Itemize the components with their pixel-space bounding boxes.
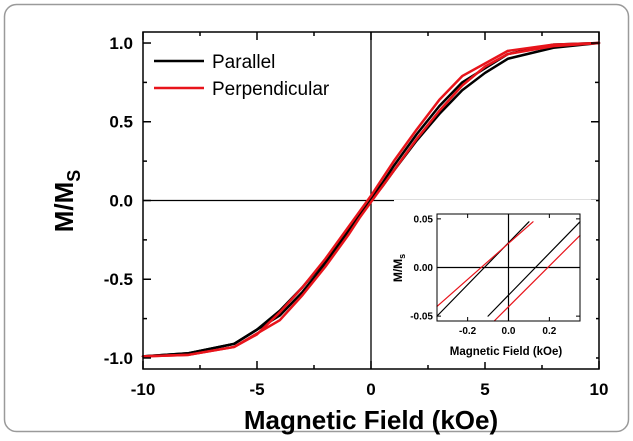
y-axis-title: M/MS [49, 170, 84, 233]
x-tick-label: 10 [590, 380, 609, 399]
inset-y-axis-title: M/Ms [391, 254, 407, 282]
series-perpendicular-ascending [141, 41, 601, 358]
x-tick-label: 0 [366, 380, 375, 399]
x-tick-label: -10 [131, 380, 156, 399]
inset-y-tick-label: -0.05 [410, 312, 433, 323]
inset-background [394, 200, 596, 362]
inset-x-tick-label: 0.2 [542, 326, 556, 337]
svg-text:M/MS: M/MS [49, 170, 84, 233]
inset-x-tick-label: 0.0 [502, 326, 516, 337]
y-tick-label: 0.0 [109, 191, 133, 210]
legend: Parallel Perpendicular [154, 52, 330, 100]
y-tick-label: 0.5 [109, 113, 133, 132]
y-tick-label: -1.0 [104, 349, 133, 368]
inset-series-perpendicular-ascending [493, 234, 581, 322]
svg-text:M/Ms: M/Ms [391, 254, 407, 282]
inset-plot: -0.2 0.0 0.2 -0.05 0.00 0.05 [410, 213, 581, 337]
x-axis-title: Magnetic Field (kOe) [244, 405, 498, 435]
x-tick-label: 5 [480, 380, 489, 399]
inset-x-tick-label: -0.2 [459, 326, 477, 337]
y-tick-label: 1.0 [109, 34, 133, 53]
inset-y-tick-label: 0.00 [414, 263, 434, 274]
inset-y-axis-title-subscript: s [397, 254, 407, 259]
main-plot: -10 -5 0 5 10 -1.0 -0.5 0.0 0.5 1.0 [104, 31, 609, 399]
inset-y-axis-title-main: M/M [391, 259, 405, 282]
legend-label-parallel: Parallel [212, 52, 275, 73]
legend-label-perpendicular: Perpendicular [212, 79, 330, 100]
y-tick-label: -0.5 [104, 270, 133, 289]
y-axis-title-main: M/M [49, 182, 79, 233]
inset-y-tick-label: 0.05 [414, 214, 434, 225]
inset-x-axis-title: Magnetic Field (kOe) [450, 346, 563, 358]
inset-series-parallel-descending [436, 221, 530, 317]
inset-series-perpendicular-descending [436, 221, 534, 308]
x-tick-label: -5 [249, 380, 264, 399]
y-axis-title-subscript: S [64, 170, 84, 182]
inset-series-parallel-ascending [487, 221, 581, 317]
